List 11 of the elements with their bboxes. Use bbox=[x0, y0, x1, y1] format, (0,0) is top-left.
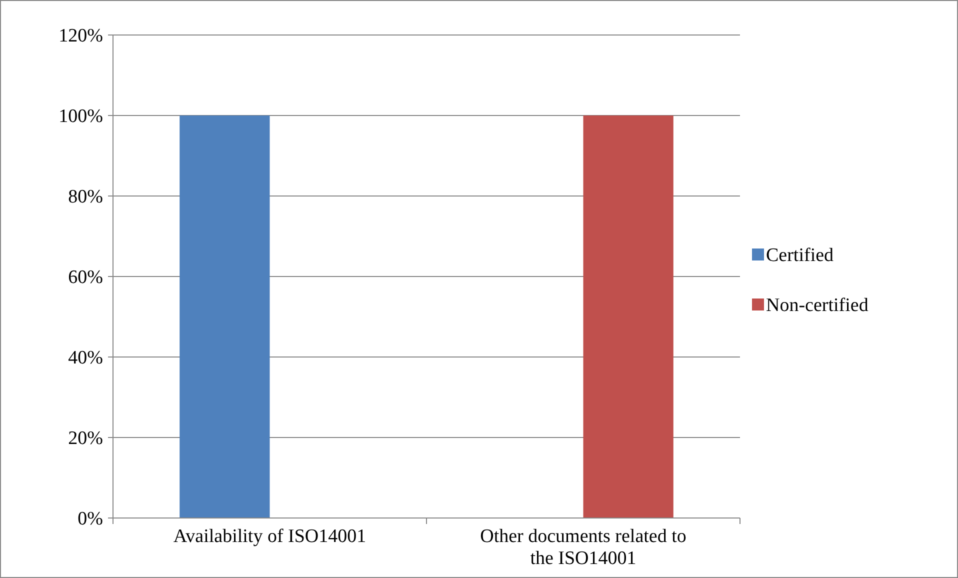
y-tick-label: 0% bbox=[78, 508, 104, 530]
y-tick-label: 100% bbox=[58, 106, 104, 128]
legend-label: Non-certified bbox=[766, 295, 869, 316]
x-tick-label: Other documents related to the ISO14001 bbox=[480, 526, 686, 569]
y-tick-label: 80% bbox=[68, 186, 104, 208]
legend-label: Certified bbox=[766, 245, 834, 266]
y-tick-label: 40% bbox=[68, 348, 104, 369]
y-tick-label: 20% bbox=[68, 428, 104, 450]
x-tick-label: Availability of ISO14001 bbox=[173, 526, 366, 547]
y-tick-label: 120% bbox=[58, 26, 104, 47]
y-tick-label: 60% bbox=[68, 267, 104, 288]
